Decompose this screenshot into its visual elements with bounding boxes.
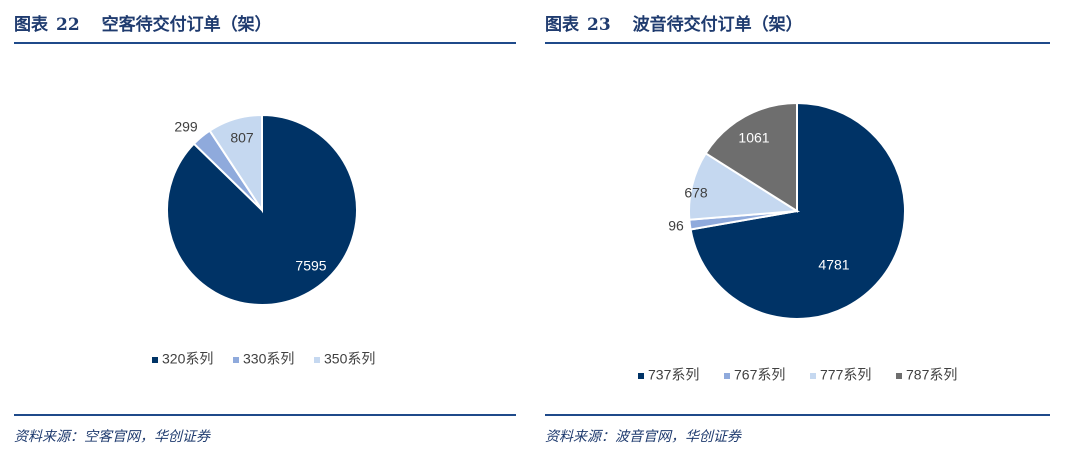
pie-slice [688,151,801,221]
figure-number: 23 [587,15,611,35]
figure-title-text: 波音待交付订单（架） [632,15,803,35]
legend-swatch [896,373,902,379]
pie-slice [704,101,798,213]
legend-label: 330系列 [243,351,294,367]
source-note: 资料来源：波音官网，华创证券 [545,429,741,445]
pie-slice [208,113,263,214]
title-rule [14,42,516,44]
legend-label: 767系列 [734,367,785,383]
pie-chart-boeing: 4781 96 678 1061 737系列 767系列 777系列 787系列 [638,101,957,383]
legend-label: 350系列 [324,351,375,367]
source-rule [14,414,516,416]
slice-data-label: 96 [668,218,684,234]
slice-data-label: 4781 [818,257,849,273]
legend-swatch [638,373,644,379]
title-rule [545,42,1050,44]
slice-data-label: 7595 [295,258,326,274]
legend-swatch [810,373,816,379]
figure-panel-right: 图表 23 波音待交付订单（架） 4781 96 678 1061 737系列 767系列 77… [545,0,1050,457]
slice-data-label: 1061 [738,130,769,146]
figure-number: 22 [56,15,80,35]
figure-title: 图表 23 波音待交付订单（架） [545,10,803,40]
source-note: 资料来源：空客官网，华创证券 [14,429,210,445]
legend-label: 320系列 [162,351,213,367]
figure-title-text: 空客待交付订单（架） [101,15,272,35]
legend-swatch [314,357,320,363]
legend-label: 777系列 [820,367,871,383]
slice-data-label: 678 [684,185,708,201]
figure-title: 图表 22 空客待交付订单（架） [14,10,272,40]
legend-swatch [152,357,158,363]
pie-chart-airbus: 7595 299 807 320系列 330系列 350系列 [152,113,375,367]
slice-data-label: 807 [230,130,254,146]
figure-label: 图表 [14,15,48,35]
slice-data-label: 299 [174,119,198,135]
legend-label: 787系列 [906,367,957,383]
source-rule [545,414,1050,416]
legend-swatch [233,357,239,363]
figure-label: 图表 [545,15,579,35]
figure-panel-left: 图表 22 空客待交付订单（架） 7595 299 807 320系列 330系列 350系列… [14,0,516,457]
legend-label: 737系列 [648,367,699,383]
legend-swatch [724,373,730,379]
